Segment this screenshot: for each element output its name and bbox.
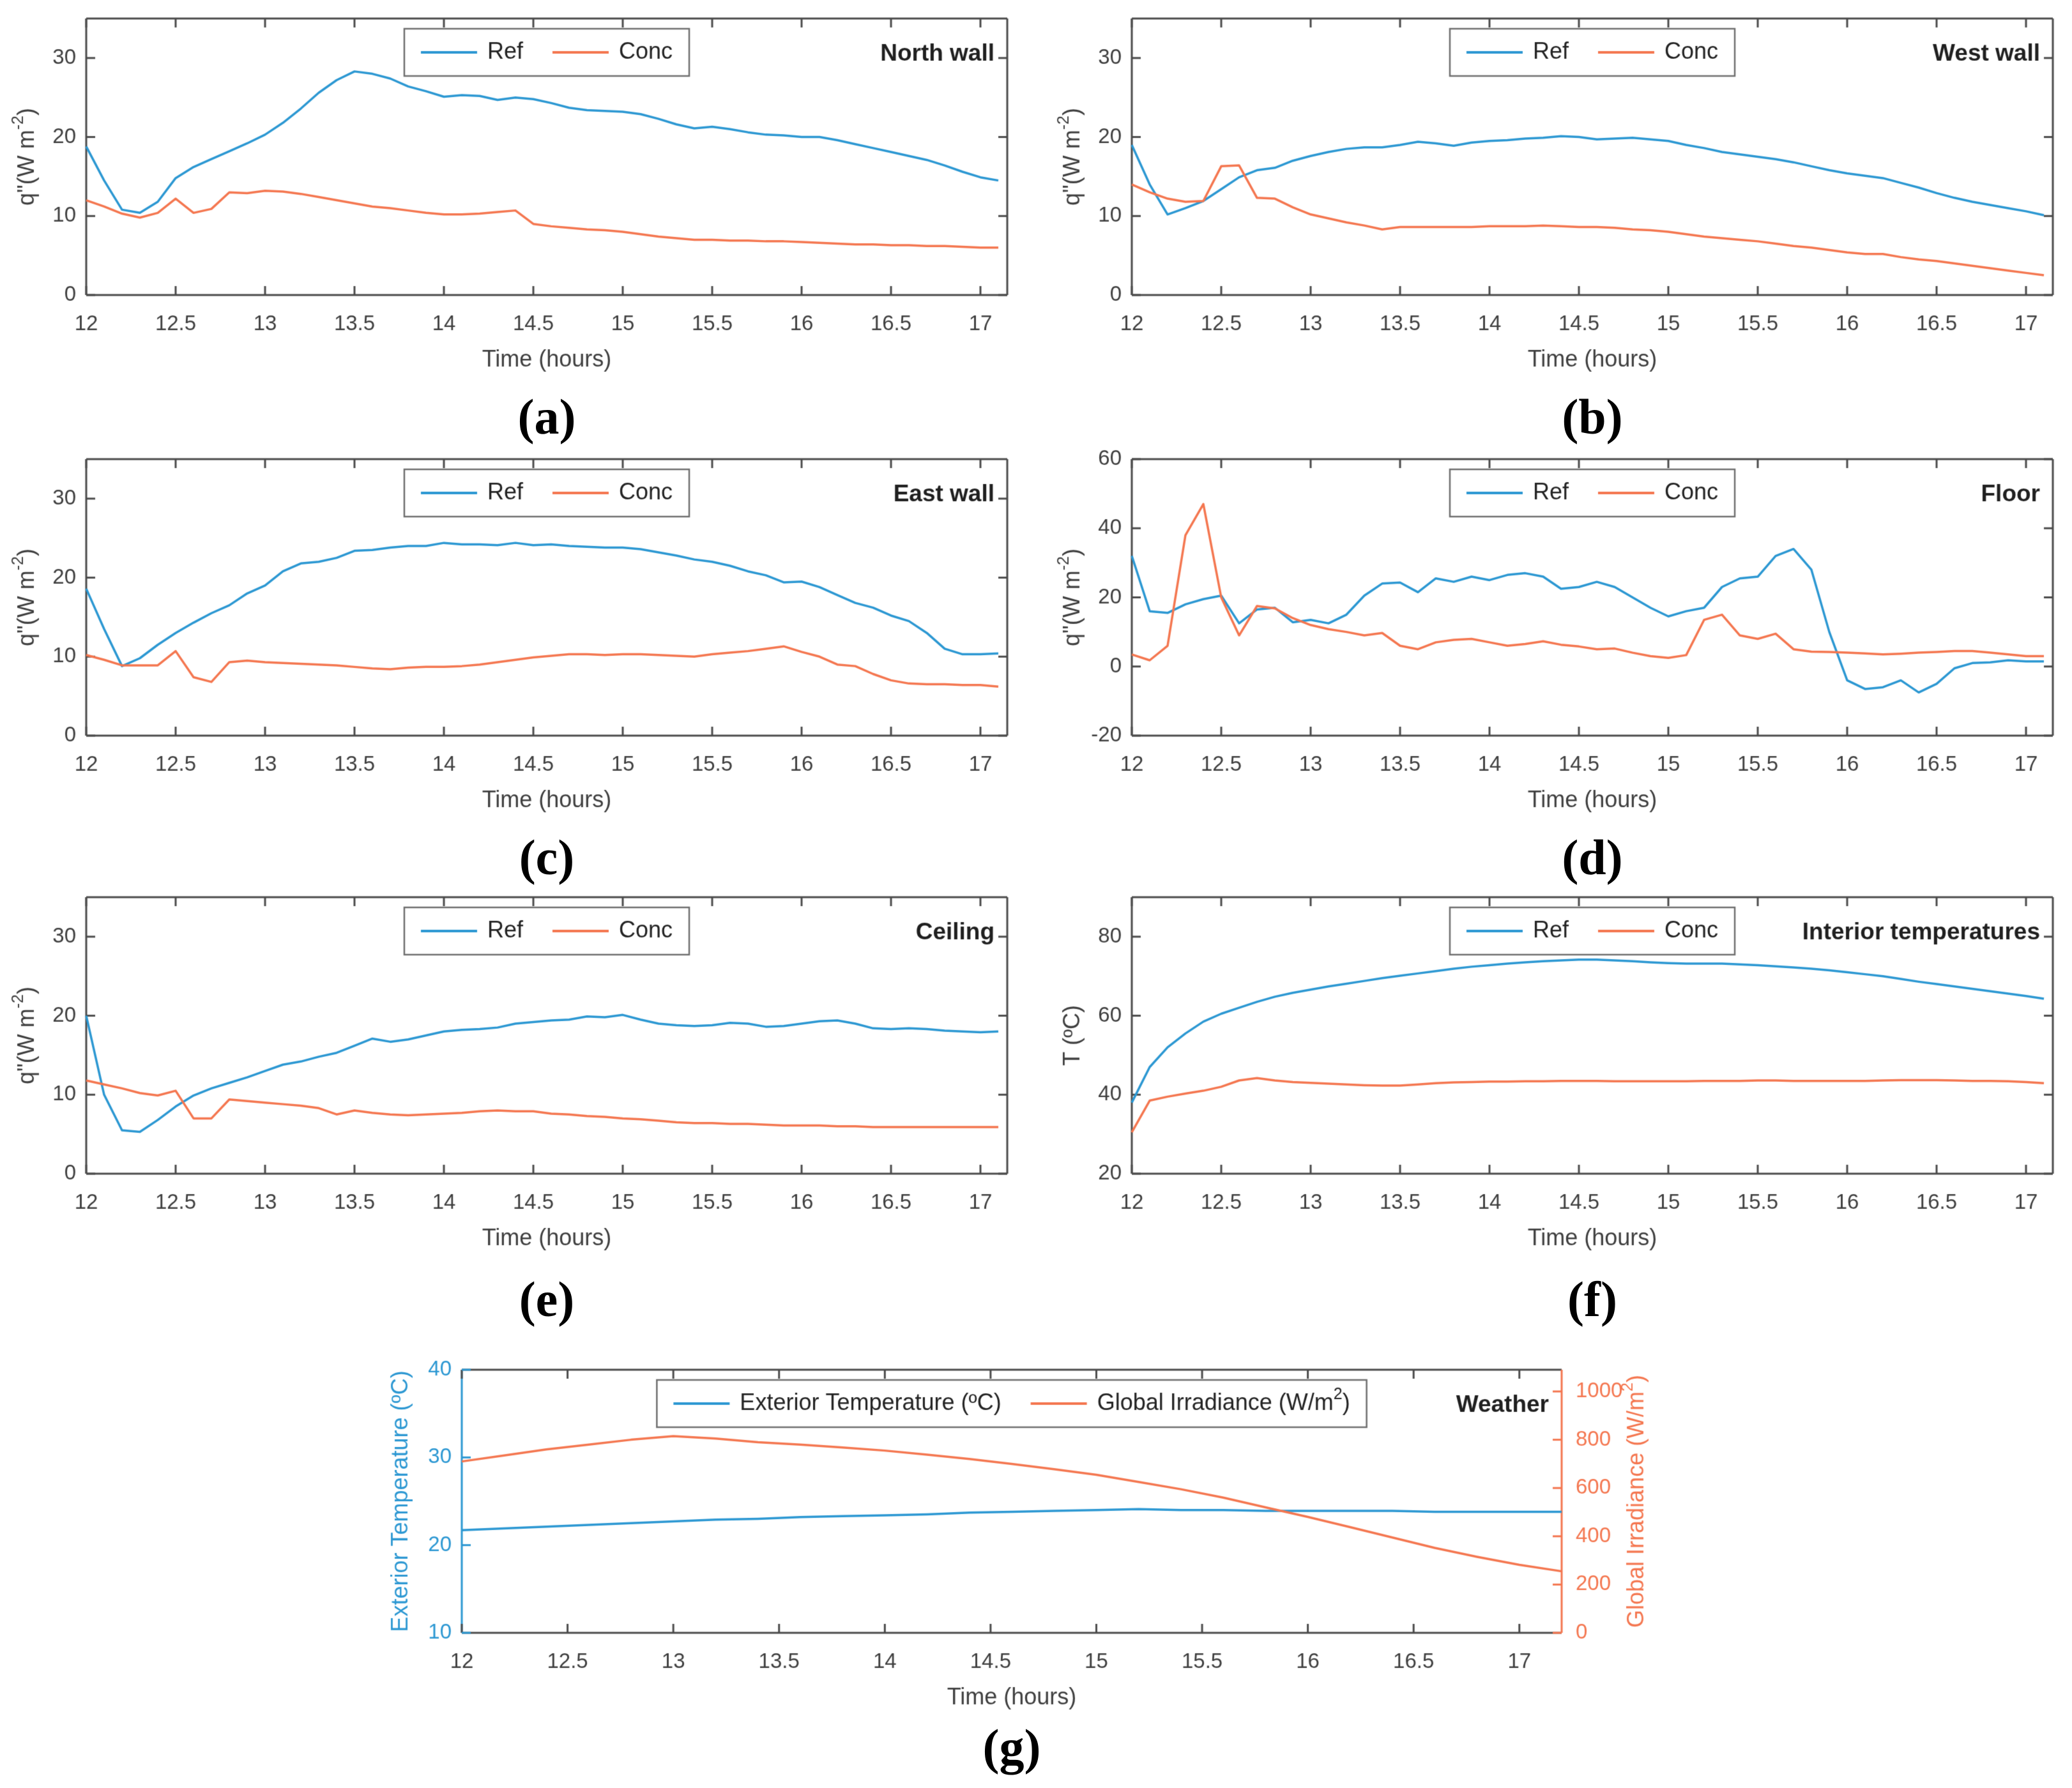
chart-weather-canvas bbox=[0, 1315, 2072, 1711]
chart-north-wall-canvas bbox=[0, 0, 1036, 383]
chart-east-wall-canvas bbox=[0, 441, 1036, 824]
chart-floor-canvas bbox=[1036, 441, 2072, 824]
chart-interior-temperatures-canvas bbox=[1036, 879, 2072, 1262]
panel-label-d: (d) bbox=[1562, 830, 1623, 885]
chart-west-wall-canvas bbox=[1036, 0, 2072, 383]
panel-label-b: (b) bbox=[1562, 389, 1623, 444]
chart-ceiling-canvas bbox=[0, 879, 1036, 1262]
panel-label-c: (c) bbox=[519, 830, 575, 885]
panel-label-g: (g) bbox=[982, 1719, 1041, 1775]
panel-label-f: (f) bbox=[1567, 1271, 1617, 1327]
panel-label-e: (e) bbox=[519, 1271, 575, 1327]
panel-label-a: (a) bbox=[517, 389, 576, 444]
